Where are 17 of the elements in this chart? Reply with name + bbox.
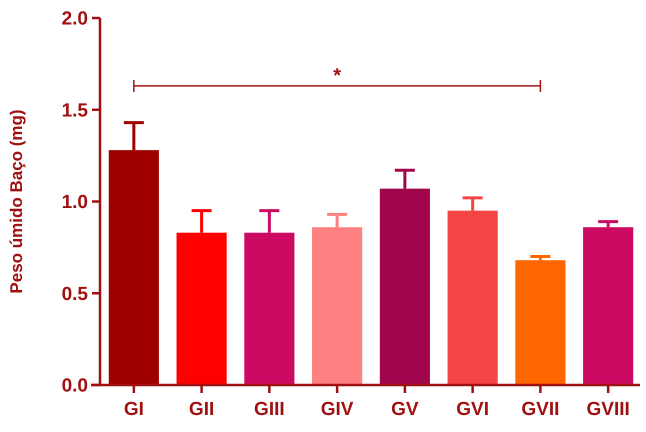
x-tick-label: GI xyxy=(124,399,144,420)
x-tick-label: GVIII xyxy=(586,399,630,420)
y-tick-label: 0.5 xyxy=(62,284,88,305)
y-tick-label: 1.5 xyxy=(62,100,88,122)
bar xyxy=(515,260,566,385)
x-tick-label: GIII xyxy=(254,399,285,420)
x-tick-label: GVII xyxy=(521,399,560,420)
y-tick-label: 2.0 xyxy=(62,8,88,30)
annotation: * xyxy=(333,64,342,87)
x-tick-label: GV xyxy=(391,399,419,420)
y-tick-label: 1.0 xyxy=(62,192,88,214)
y-axis-title: Peso úmido Baço (mg) xyxy=(7,109,26,294)
x-tick-label: GVI xyxy=(456,399,490,420)
x-tick-label: GII xyxy=(188,399,214,420)
bar xyxy=(583,227,634,385)
x-tick-label: GIV xyxy=(320,399,354,420)
y-tick-label: 0.0 xyxy=(62,376,88,397)
